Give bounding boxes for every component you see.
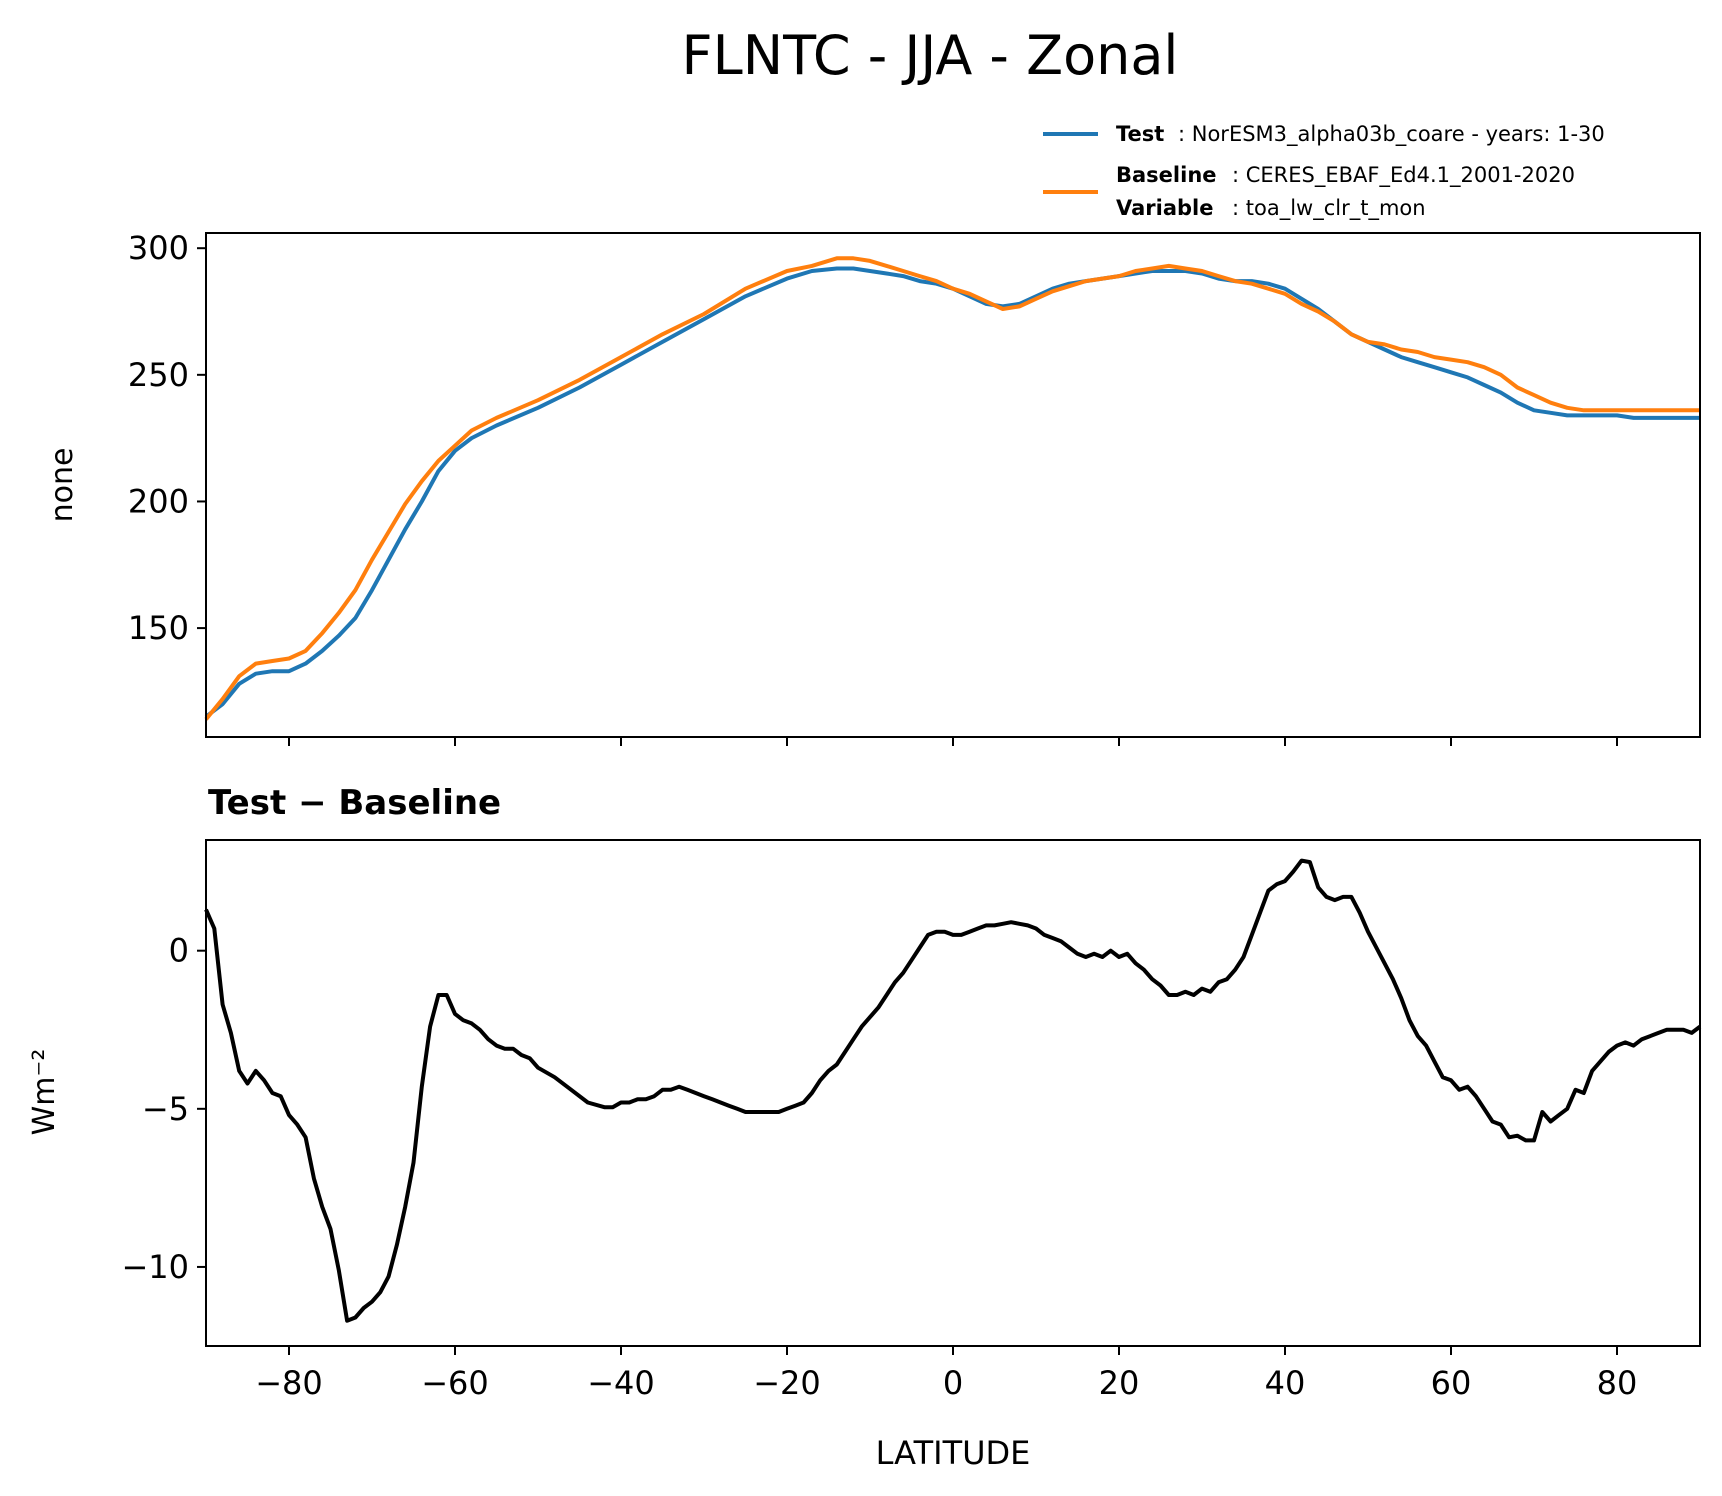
legend-label-test-text: : NorESM3_alpha03b_coare - years: 1-30	[1178, 122, 1605, 147]
bottom-x-tick-label: 60	[1431, 1364, 1472, 1402]
bottom-y-tick-label: 0	[169, 932, 189, 970]
bottom-x-ticks: −80 −60 −40 −20 0 20 40 60 80	[255, 1346, 1637, 1402]
top-y-tick-label: 200	[128, 482, 189, 520]
legend-label-variable-text: : toa_lw_clr_t_mon	[1232, 196, 1426, 221]
top-y-tick-label: 150	[128, 609, 189, 647]
bottom-x-tick-label: 80	[1597, 1364, 1638, 1402]
bottom-x-tick-label: −80	[255, 1364, 323, 1402]
bottom-axes: −10 −5 0 −80 −60 −40 −20 0 20 40 60 80 Wm⁻² LATITU…	[27, 839, 1702, 1472]
top-y-tick-label: 250	[128, 356, 189, 394]
bottom-x-label: LATITUDE	[876, 1434, 1031, 1472]
top-y-ticks: 150 200 250 300	[128, 229, 206, 647]
series-test-line	[204, 266, 1700, 719]
top-axes-frame	[205, 232, 1701, 738]
legend-label-baseline-bold: Baseline	[1116, 163, 1217, 187]
top-y-label: none	[45, 448, 80, 523]
bottom-x-tick-label: 0	[943, 1364, 963, 1402]
bottom-x-tick-label: −40	[587, 1364, 655, 1402]
legend-label-test-bold: Test	[1116, 122, 1164, 146]
series-baseline-line	[204, 256, 1700, 721]
legend-label-variable-bold: Variable	[1116, 196, 1213, 220]
top-x-ticks	[288, 737, 1618, 746]
bottom-x-tick-label: 40	[1265, 1364, 1306, 1402]
legend: Test : NorESM3_alpha03b_coare - years: 1…	[1043, 122, 1605, 221]
bottom-y-label: Wm⁻²	[27, 1049, 62, 1136]
figure-title: FLNTC - JJA - Zonal	[682, 24, 1179, 87]
bottom-axes-frame	[205, 839, 1701, 1347]
bottom-x-tick-label: −60	[421, 1364, 489, 1402]
top-axes: 150 200 250 300 none	[45, 229, 1701, 746]
bottom-x-tick-label: −20	[753, 1364, 821, 1402]
legend-label-baseline-text: : CERES_EBAF_Ed4.1_2001-2020	[1232, 163, 1575, 188]
bottom-axes-title: Test − Baseline	[208, 783, 501, 823]
bottom-x-tick-label: 20	[1099, 1364, 1140, 1402]
top-y-tick-label: 300	[128, 229, 189, 267]
bottom-y-tick-label: −10	[121, 1248, 189, 1286]
bottom-y-ticks: −10 −5 0	[121, 932, 206, 1286]
bottom-y-tick-label: −5	[142, 1090, 189, 1128]
series-diff-line	[204, 858, 1702, 1323]
top-series	[204, 256, 1700, 721]
